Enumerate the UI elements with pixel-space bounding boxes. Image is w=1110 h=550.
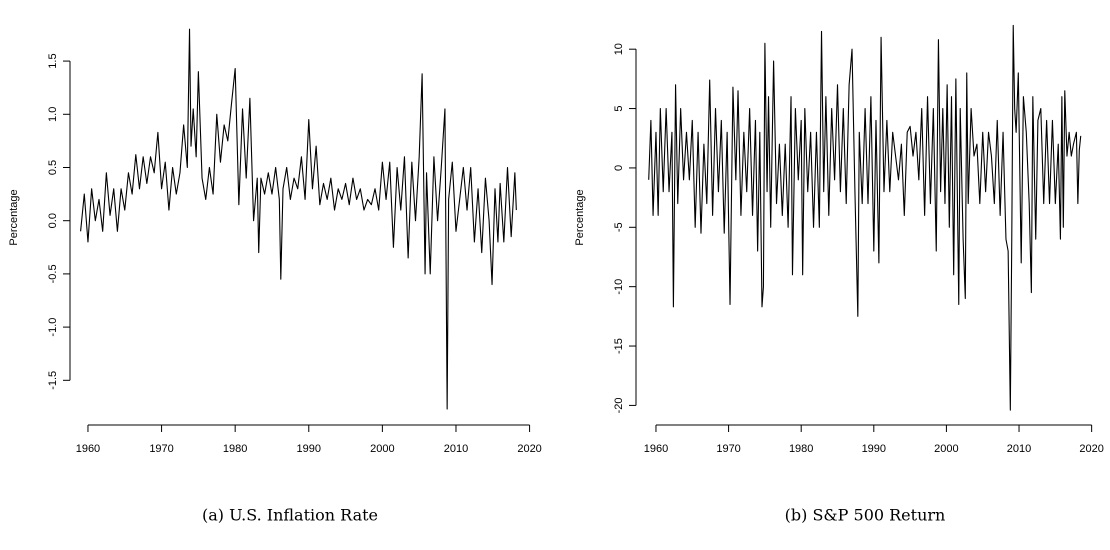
x-tick-label: 2020 xyxy=(1079,443,1103,455)
y-tick-label: -1.0 xyxy=(47,318,59,337)
caption: (b) S&P 500 Return xyxy=(785,506,946,525)
y-tick-label: 0.0 xyxy=(47,213,59,228)
x-tick-label: 2020 xyxy=(517,443,541,455)
data-line xyxy=(648,24,1082,411)
y-tick-label: 0.5 xyxy=(47,160,59,175)
y-axis-label: Percentage xyxy=(574,189,586,245)
x-tick-label: 1990 xyxy=(297,443,321,455)
x-tick-label: 1980 xyxy=(223,443,247,455)
y-tick-label: -0.5 xyxy=(47,264,59,283)
x-tick-label: 2010 xyxy=(444,443,468,455)
x-tick-label: 1980 xyxy=(789,443,813,455)
y-axis-label: Percentage xyxy=(8,189,20,245)
y-tick-label: -10 xyxy=(613,279,625,295)
x-tick-label: 1970 xyxy=(149,443,173,455)
x-tick-label: 2000 xyxy=(370,443,394,455)
x-tick-label: 1970 xyxy=(716,443,740,455)
x-tick-label: 1960 xyxy=(644,443,668,455)
x-tick-label: 1990 xyxy=(862,443,886,455)
x-tick-label: 2010 xyxy=(1007,443,1031,455)
x-tick-label: 1960 xyxy=(76,443,100,455)
y-tick-label: 10 xyxy=(613,43,625,55)
caption: (a) U.S. Inflation Rate xyxy=(202,506,378,525)
y-tick-label: -5 xyxy=(613,222,625,232)
y-tick-label: 0 xyxy=(613,165,625,171)
y-tick-label: 1.5 xyxy=(47,53,59,68)
y-tick-label: 1.0 xyxy=(47,107,59,122)
x-tick-label: 2000 xyxy=(934,443,958,455)
y-tick-label: -1.5 xyxy=(47,371,59,390)
data-line xyxy=(80,28,517,410)
y-tick-label: -20 xyxy=(613,397,625,413)
y-tick-label: -15 xyxy=(613,338,625,354)
y-tick-label: 5 xyxy=(613,105,625,111)
